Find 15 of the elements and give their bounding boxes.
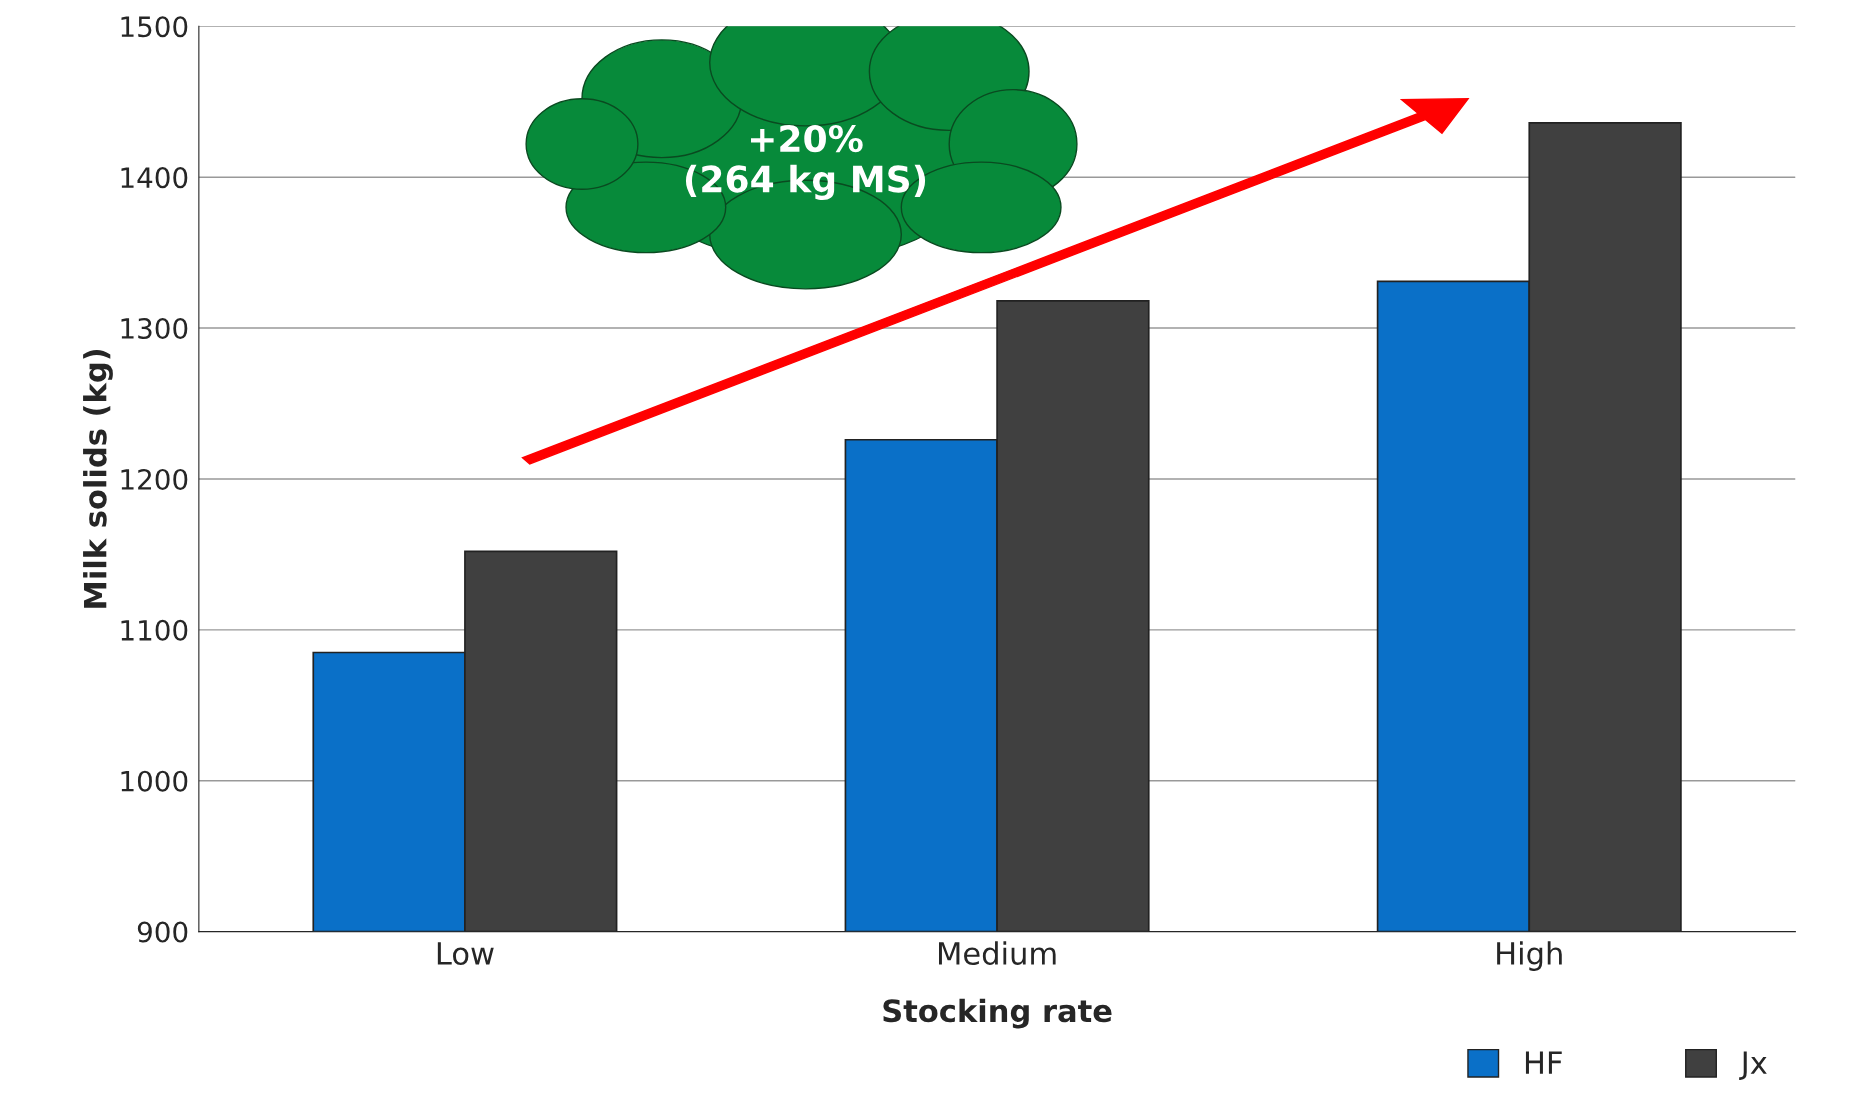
legend-label: HF bbox=[1525, 1051, 1562, 1074]
y-tick-label: 1300 bbox=[121, 318, 188, 340]
y-tick-label: 1400 bbox=[121, 167, 188, 189]
x-axis-title: Stocking rate bbox=[883, 998, 1112, 1029]
x-tick-label: Low bbox=[437, 942, 494, 965]
y-tick-label: 1000 bbox=[121, 770, 188, 792]
annotation: +20% (264 kg MS) bbox=[685, 124, 926, 200]
y-tick-label: 1100 bbox=[121, 619, 188, 641]
y-axis-title: Milk solids (kg) bbox=[83, 349, 113, 608]
legend-label: Jx bbox=[1739, 1051, 1767, 1080]
y-tick-label: 1500 bbox=[121, 16, 188, 38]
x-tick-label: Medium bbox=[939, 941, 1056, 965]
y-tick-label: 900 bbox=[137, 921, 188, 943]
y-tick-label: 1200 bbox=[121, 468, 188, 490]
x-tick-label: High bbox=[1497, 941, 1562, 971]
